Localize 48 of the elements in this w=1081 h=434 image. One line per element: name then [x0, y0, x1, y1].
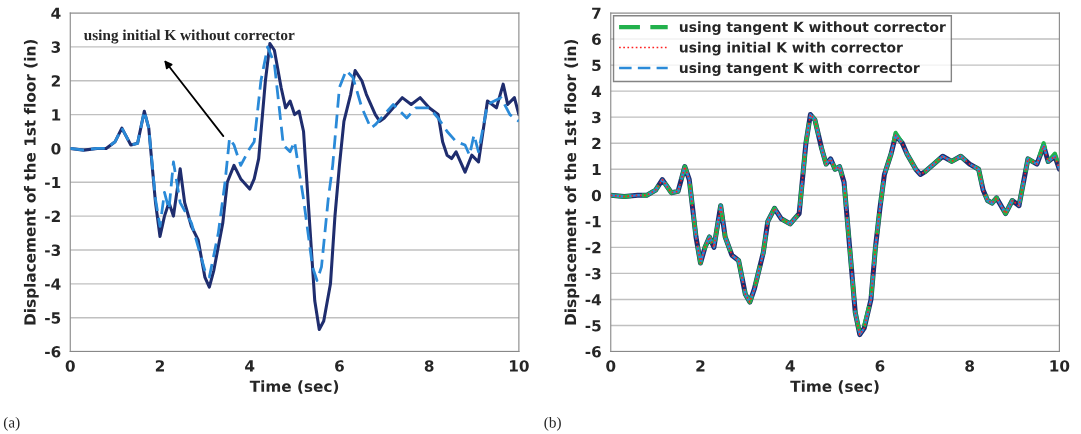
y-tick-label: 7 [592, 7, 601, 19]
y-tick-label: -4 [45, 278, 61, 290]
y-tick-label: 2 [592, 137, 601, 150]
x-tick-label: 2 [696, 360, 705, 372]
x-tick-label: 8 [965, 360, 975, 372]
y-tick-label: -5 [45, 312, 61, 324]
text: (b) [544, 416, 561, 431]
y-tick-label: 3 [51, 41, 61, 53]
x-axis-title: Time (sec) [790, 380, 879, 394]
line-series [70, 45, 519, 282]
y-tick-label: -1 [585, 216, 601, 228]
y-tick-label: -6 [585, 346, 601, 358]
y-tick-label: -2 [585, 241, 601, 254]
x-tick-label: 6 [335, 360, 344, 372]
y-tick-label: -1 [45, 176, 61, 189]
y-tick-label: 0 [591, 189, 602, 202]
x-tick-label: 0 [65, 360, 75, 372]
y-tick-label: -2 [45, 210, 60, 222]
y-tick-label: -5 [585, 320, 601, 332]
y-tick-label: 3 [592, 111, 601, 124]
y-tick-label: 6 [592, 33, 601, 46]
y-tick-label: 4 [591, 85, 602, 97]
x-tick-label: 2 [155, 360, 164, 372]
x-tick-label: 8 [424, 360, 434, 372]
x-tick-label: 10 [1050, 360, 1070, 372]
y-tick-label: 0 [51, 142, 61, 155]
legend-label: using initial K with corrector [679, 41, 903, 56]
y-tick-label: 4 [51, 7, 61, 19]
legend-label: using tangent K with corrector [679, 62, 920, 76]
y-tick-label: -3 [45, 244, 61, 257]
x-tick-label: 4 [245, 360, 255, 372]
x-tick-label: 0 [606, 360, 616, 372]
y-tick-label: -4 [585, 294, 602, 306]
x-tick-label: 6 [875, 360, 885, 372]
y-tick-label: 1 [592, 163, 601, 176]
x-axis-title: Time (sec) [249, 380, 339, 394]
legend-label: using tangent K without corrector [679, 21, 946, 35]
y-axis-title: Displacement of the 1st floor (in) [23, 40, 39, 325]
y-tick-label: 2 [51, 75, 60, 87]
text: (a) [3, 416, 20, 431]
y-tick-label: -6 [45, 346, 61, 358]
y-axis-title: Displacement of the 1st floor (in) [564, 40, 580, 325]
y-tick-label: 5 [592, 59, 601, 72]
y-tick-label: 1 [52, 109, 61, 121]
x-tick-label: 10 [509, 360, 529, 372]
annotation: using initial K without corrector [83, 29, 295, 44]
x-tick-label: 4 [785, 360, 795, 372]
y-tick-label: -3 [585, 267, 601, 280]
